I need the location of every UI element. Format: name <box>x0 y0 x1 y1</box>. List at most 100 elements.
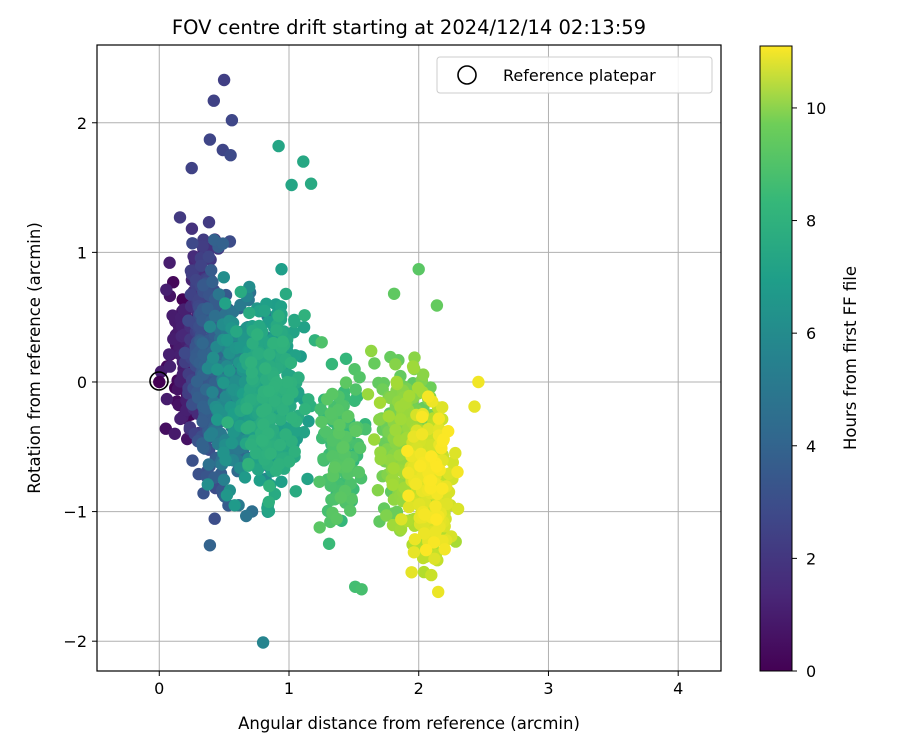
scatter-point <box>245 356 258 369</box>
scatter-point <box>275 263 288 276</box>
scatter-point <box>401 444 414 458</box>
scatter-point <box>203 133 217 146</box>
scatter-point <box>408 533 422 546</box>
scatter-point <box>371 484 385 497</box>
scatter-point <box>160 283 173 296</box>
colorbar: 0 2 4 6 8 10 Hours from first FF file <box>759 45 860 681</box>
scatter-point <box>242 457 255 471</box>
scatter-point <box>225 114 239 127</box>
scatter-point <box>258 304 271 317</box>
scatter-point <box>219 453 232 467</box>
scatter-point <box>289 485 302 498</box>
scatter-point <box>412 263 425 276</box>
scatter-point <box>206 386 219 399</box>
scatter-point <box>389 358 402 371</box>
legend-box <box>436 56 713 94</box>
plot-frame <box>96 44 722 672</box>
scatter-point <box>263 348 276 361</box>
scatter-point <box>298 309 311 322</box>
colorbar-tick-label: 2 <box>806 549 816 568</box>
scatter-point <box>217 473 231 486</box>
scatter-point <box>190 375 204 388</box>
scatter-point <box>368 357 381 370</box>
scatter-point <box>256 636 270 649</box>
scatter-point <box>201 302 214 315</box>
scatter-point <box>418 527 431 540</box>
scatter-point <box>224 149 237 162</box>
scatter-point <box>430 513 443 526</box>
scatter-point <box>262 384 276 398</box>
scatter-point <box>313 475 326 488</box>
scatter-point <box>373 396 387 409</box>
scatter-point <box>330 512 343 525</box>
colorbar-tick-label: 4 <box>806 437 816 456</box>
y-tick-label: 0 <box>77 373 87 392</box>
scatter-point <box>168 427 181 440</box>
scatter-point <box>240 402 253 415</box>
scatter-point <box>178 346 192 360</box>
scatter-point <box>325 357 339 371</box>
scatter-point <box>208 309 222 323</box>
scatter-point <box>243 306 256 320</box>
scatter-point <box>353 371 366 384</box>
grid <box>97 45 721 671</box>
scatter-point <box>185 222 199 235</box>
scatter-point <box>205 427 219 440</box>
scatter-point <box>234 298 247 312</box>
legend-entry-reference-platepar: Reference platepar <box>503 66 656 85</box>
scatter-point <box>217 73 231 87</box>
scatter-point <box>211 403 224 416</box>
scatter-point <box>219 297 232 310</box>
scatter-point <box>430 460 443 473</box>
scatter-point <box>406 360 420 373</box>
scatter-point <box>259 403 273 416</box>
scatter-point <box>289 424 302 438</box>
scatter-point <box>353 441 367 455</box>
scatter-point <box>337 440 350 454</box>
scatter-point <box>438 543 451 556</box>
scatter-point <box>344 504 357 517</box>
scatter-point <box>220 489 234 502</box>
scatter-point <box>272 309 285 323</box>
scatter-point <box>217 376 230 389</box>
scatter-point <box>160 392 174 406</box>
scatter-point <box>304 177 318 190</box>
scatter-point <box>281 375 294 389</box>
scatter-point <box>468 400 481 413</box>
scatter-point <box>387 287 401 300</box>
colorbar-tick-label: 8 <box>806 212 816 231</box>
scatter-point <box>212 288 226 301</box>
scatter-point <box>334 491 347 504</box>
scatter-point <box>402 489 415 502</box>
scatter-point <box>409 477 423 491</box>
scatter-point <box>415 428 429 441</box>
scatter-point <box>432 585 445 599</box>
scatter-point <box>182 314 195 327</box>
scatter-point <box>272 139 285 153</box>
x-axis-label: Angular distance from reference (arcmin) <box>238 714 580 733</box>
scatter-point <box>425 568 438 582</box>
scatter-point <box>428 552 441 565</box>
scatter-point <box>205 264 218 277</box>
scatter-point <box>297 321 311 334</box>
scatter-point <box>264 447 277 460</box>
scatter-point <box>348 394 361 407</box>
scatter-point <box>196 415 209 428</box>
scatter-point <box>451 502 465 516</box>
scatter-point <box>361 388 375 401</box>
scatter-point <box>365 344 378 358</box>
colorbar-ticks: 0 2 4 6 8 10 <box>792 99 826 681</box>
scatter-point <box>223 364 236 377</box>
scatter-point <box>238 471 252 484</box>
scatter-point <box>274 413 287 426</box>
scatter-point <box>403 389 416 403</box>
scatter-point <box>417 368 430 381</box>
scatter-point <box>341 460 354 473</box>
scatter-point <box>407 546 421 559</box>
scatter-point <box>415 410 429 424</box>
scatter-point <box>387 462 400 475</box>
scatter-point <box>402 500 416 514</box>
scatter-point <box>380 509 393 522</box>
scatter-point <box>276 335 289 348</box>
